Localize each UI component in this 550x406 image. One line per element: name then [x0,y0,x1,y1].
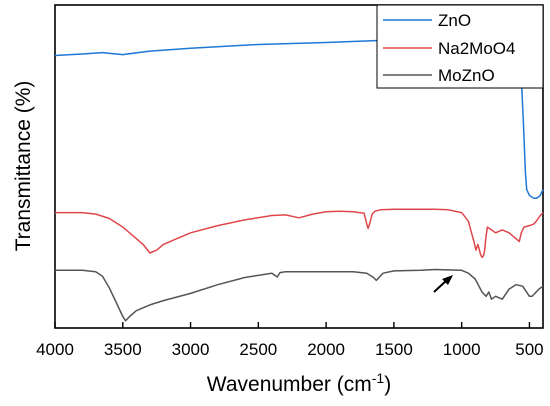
x-tick-label-1500: 1500 [375,340,413,359]
y-axis-label: Transmittance (%) [12,81,35,252]
series-line-mozno [55,268,544,322]
legend-label-na2moo4: Na2MoO4 [438,39,515,58]
arrow-shaft [433,279,448,293]
x-tick-label-2500: 2500 [239,340,277,359]
x-axis-label-main: Wavenumber (cm [207,373,372,396]
x-ticks [54,322,531,328]
x-tick-labels: 4000 3500 3000 2500 2000 1500 1000 500 [36,340,544,359]
x-tick-label-4000: 4000 [36,340,74,359]
x-axis-label-sup: -1 [372,370,385,386]
x-tick-label-1000: 1000 [443,340,481,359]
series-line-na2moo4 [55,208,544,259]
x-axis-label: Wavenumber (cm-1) [207,370,391,396]
legend: ZnO Na2MoO4 MoZnO [376,4,544,89]
legend-label-mozno: MoZnO [438,66,495,85]
legend-label-zno: ZnO [438,11,471,30]
arrow-head [442,275,453,285]
x-tick-label-500: 500 [515,340,543,359]
x-tick-label-3500: 3500 [104,340,142,359]
x-tick-label-2000: 2000 [307,340,345,359]
legend-box [376,4,544,89]
x-axis-label-end: ) [384,373,391,396]
x-tick-label-3000: 3000 [172,340,210,359]
plot-frame [54,4,544,329]
arrow-annotation [433,275,453,293]
